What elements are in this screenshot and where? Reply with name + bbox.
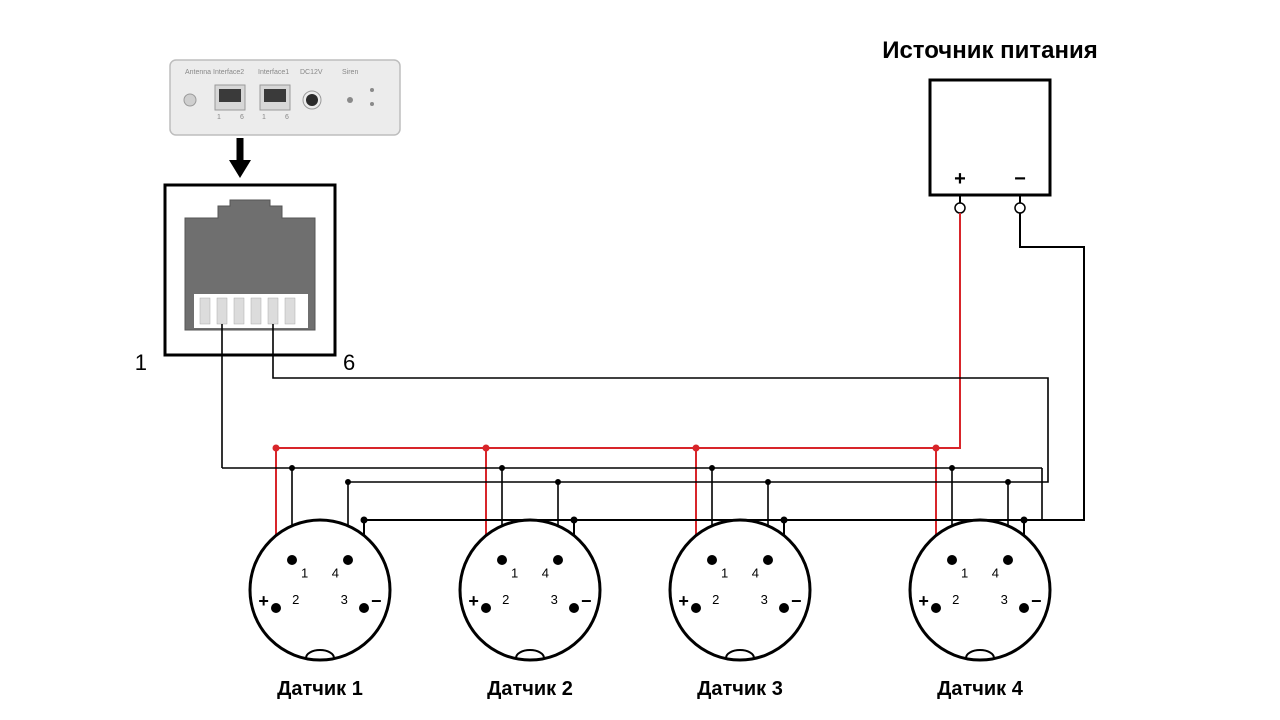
svg-text:1: 1 bbox=[217, 114, 221, 121]
panel-label-dc: DC12V bbox=[300, 69, 323, 76]
sensor-4-pin2-sym: + bbox=[918, 591, 929, 611]
sensor-1 bbox=[250, 520, 390, 660]
sensor-1-pin4-num: 4 bbox=[332, 566, 339, 581]
sensor-3-pin2-num: 2 bbox=[712, 592, 719, 607]
sensor-3-pin1-num: 1 bbox=[721, 566, 728, 581]
sensor-3-pin2-sym: + bbox=[678, 591, 689, 611]
power-header: Источник питания bbox=[882, 37, 1098, 64]
sensor-3-pin3-num: 3 bbox=[761, 592, 768, 607]
panel-label-if2: Interface2 bbox=[213, 69, 244, 76]
sensor-1-pin3-num: 3 bbox=[341, 592, 348, 607]
sensor-2-pin2-num: 2 bbox=[502, 592, 509, 607]
sensor-4-label: Датчик 4 bbox=[937, 678, 1024, 700]
sensor-4-pin3-sym: − bbox=[1031, 591, 1042, 611]
sensor-2-pin3-sym: − bbox=[581, 591, 592, 611]
power-box bbox=[930, 80, 1050, 195]
sensor-4 bbox=[910, 520, 1050, 660]
svg-text:6: 6 bbox=[285, 114, 289, 121]
sensor-1-pin3-sym: − bbox=[371, 591, 382, 611]
sensor-1-pin2-sym: + bbox=[258, 591, 269, 611]
sensor-1-label: Датчик 1 bbox=[277, 678, 363, 700]
svg-text:6: 6 bbox=[240, 114, 244, 121]
panel-label-antenna: Antenna bbox=[185, 69, 211, 76]
power-minus: − bbox=[1014, 168, 1026, 190]
rj-jack bbox=[165, 185, 335, 355]
sensor-1-pin1-num: 1 bbox=[301, 566, 308, 581]
sensor-3-label: Датчик 3 bbox=[697, 678, 783, 700]
rj-pin1-label: 1 bbox=[135, 350, 147, 375]
panel-label-siren: Siren bbox=[342, 69, 358, 76]
panel-label-if1: Interface1 bbox=[258, 69, 289, 76]
sensor-2-pin2-sym: + bbox=[468, 591, 479, 611]
sensor-2-pin4-num: 4 bbox=[542, 566, 549, 581]
sensor-2-pin3-num: 3 bbox=[551, 592, 558, 607]
sensor-2-pin1-num: 1 bbox=[511, 566, 518, 581]
power-plus: + bbox=[954, 168, 966, 190]
sensor-4-pin1-num: 1 bbox=[961, 566, 968, 581]
sensor-4-pin2-num: 2 bbox=[952, 592, 959, 607]
sensor-2 bbox=[460, 520, 600, 660]
sensor-3-pin3-sym: − bbox=[791, 591, 802, 611]
sensor-2-label: Датчик 2 bbox=[487, 678, 573, 700]
rj-pin6-label: 6 bbox=[343, 350, 355, 375]
svg-text:1: 1 bbox=[262, 114, 266, 121]
sensor-3-pin4-num: 4 bbox=[752, 566, 759, 581]
sensor-4-pin3-num: 3 bbox=[1001, 592, 1008, 607]
sensor-3 bbox=[670, 520, 810, 660]
sensor-1-pin2-num: 2 bbox=[292, 592, 299, 607]
sensor-4-pin4-num: 4 bbox=[992, 566, 999, 581]
